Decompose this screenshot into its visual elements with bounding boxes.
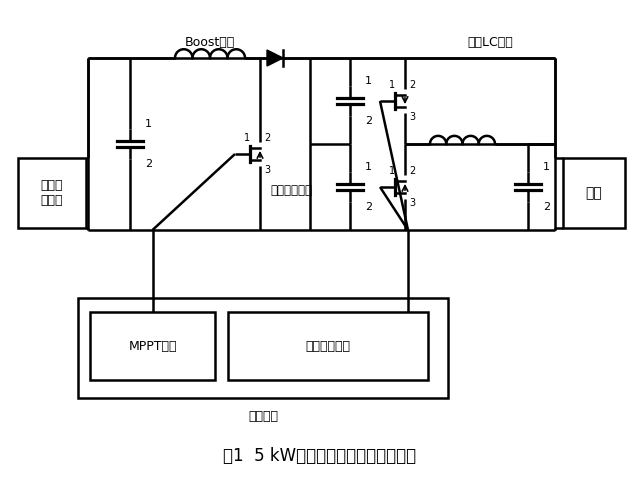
- Text: 3: 3: [409, 198, 415, 208]
- Bar: [90, 312, 215, 380]
- Text: 1: 1: [365, 162, 372, 172]
- Text: 1: 1: [543, 162, 550, 172]
- Text: 图1  5 kW光伏并网逆变器系统结构图: 图1 5 kW光伏并网逆变器系统结构图: [223, 447, 417, 465]
- Bar: [228, 312, 428, 380]
- Text: 电池滤波电容: 电池滤波电容: [270, 184, 312, 197]
- Text: 输出LC滤波: 输出LC滤波: [467, 36, 513, 48]
- Text: 1: 1: [145, 119, 152, 129]
- Text: 3: 3: [409, 112, 415, 122]
- Text: 2: 2: [409, 166, 415, 176]
- Text: 1: 1: [389, 166, 395, 176]
- Text: 电网: 电网: [586, 186, 602, 200]
- Bar: [78, 298, 448, 398]
- Text: 2: 2: [264, 133, 270, 143]
- Text: 1: 1: [365, 76, 372, 86]
- Text: 3: 3: [264, 165, 270, 175]
- Text: 半桥逆变控制: 半桥逆变控制: [305, 339, 351, 352]
- Text: 2: 2: [145, 159, 152, 169]
- Text: 2: 2: [543, 202, 550, 212]
- Polygon shape: [267, 50, 283, 66]
- Text: 太阳能
电池板: 太阳能 电池板: [41, 179, 63, 207]
- Text: 2: 2: [365, 202, 372, 212]
- Text: 1: 1: [389, 80, 395, 90]
- Text: 2: 2: [409, 80, 415, 90]
- Text: MPPT控制: MPPT控制: [128, 339, 177, 352]
- Bar: [563, 158, 625, 228]
- Text: 1: 1: [244, 133, 250, 143]
- Text: 2: 2: [365, 116, 372, 126]
- Text: 控制芯片: 控制芯片: [248, 410, 278, 423]
- Bar: [18, 158, 86, 228]
- Text: Boost电感: Boost电感: [185, 36, 235, 48]
